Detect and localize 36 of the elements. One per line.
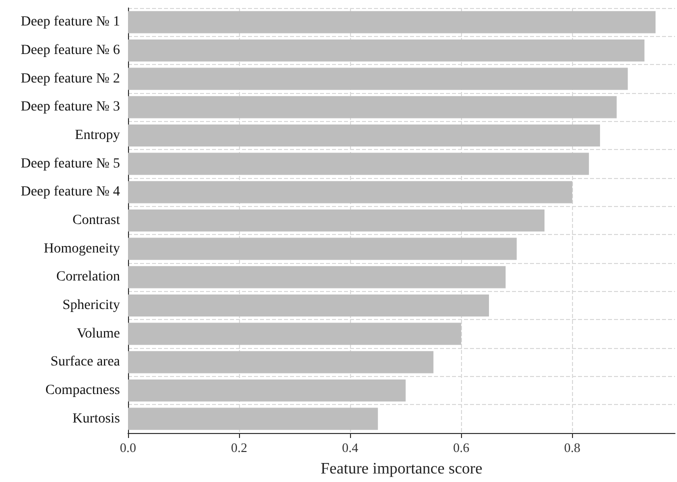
- y-tick-label: Surface area: [50, 354, 121, 370]
- bar: [128, 238, 517, 260]
- y-tick-label: Deep feature № 2: [20, 71, 120, 86]
- bar: [128, 124, 600, 147]
- bar: [128, 209, 544, 232]
- y-tick-label: Volume: [76, 326, 120, 342]
- bar: [128, 266, 506, 288]
- y-tick-label: Homogeneity: [44, 241, 120, 256]
- y-tick-label: Contrast: [72, 213, 120, 228]
- bar: [128, 181, 572, 204]
- bar: [128, 379, 406, 402]
- bar: [128, 39, 644, 62]
- y-tick-label: Kurtosis: [72, 411, 120, 426]
- bar: [128, 11, 656, 34]
- x-tick-label: 0.4: [342, 440, 359, 455]
- x-tick-label: 0.8: [564, 440, 580, 455]
- bar: [128, 152, 589, 175]
- bar: [128, 294, 489, 317]
- x-tick-label: 0.2: [230, 440, 248, 455]
- bar: [128, 322, 462, 345]
- x-tick-label: 0.6: [453, 440, 470, 455]
- y-tick-label: Deep feature № 3: [20, 100, 120, 115]
- y-tick-label: Compactness: [45, 383, 120, 398]
- y-tick-label: Deep feature № 1: [20, 14, 120, 30]
- bar: [128, 96, 617, 118]
- bar: [128, 351, 434, 374]
- y-tick-label: Deep feature № 6: [20, 43, 120, 58]
- y-tick-label: Deep feature № 4: [20, 184, 120, 200]
- y-tick-label: Deep feature № 5: [20, 156, 120, 172]
- y-tick-label: Correlation: [56, 270, 120, 285]
- x-axis-title: Feature importance score: [320, 460, 482, 478]
- bar: [128, 68, 628, 90]
- x-tick-label: 0.0: [120, 440, 136, 455]
- bar: [128, 408, 378, 430]
- y-tick-label: Entropy: [74, 128, 120, 143]
- y-tick-label: Sphericity: [62, 298, 120, 313]
